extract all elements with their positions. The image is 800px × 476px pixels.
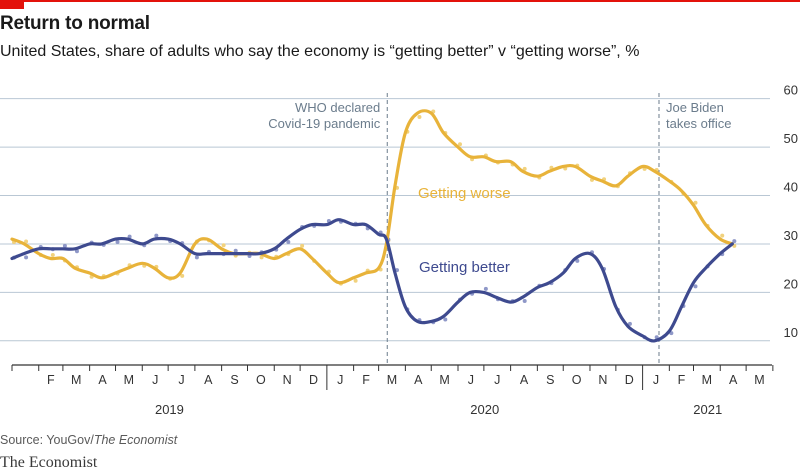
annotation-text: Joe Biden	[666, 100, 724, 115]
chart-subtitle: United States, share of adults who say t…	[0, 43, 640, 60]
x-tick-label: J	[653, 373, 659, 387]
data-point-worse	[693, 200, 698, 205]
series-labels: Getting worse Getting better	[418, 185, 511, 276]
x-tick-label: D	[625, 373, 634, 387]
x-tick-label: A	[204, 373, 213, 387]
x-tick-label: J	[178, 373, 184, 387]
x-tick-label: F	[678, 373, 686, 387]
data-point-worse	[300, 243, 305, 248]
y-tick-label: 20	[784, 276, 798, 291]
y-tick-label: 50	[784, 131, 798, 146]
annotation-text: takes office	[666, 116, 732, 131]
x-tick-label: F	[362, 373, 370, 387]
series-line-worse	[10, 109, 734, 285]
x-tick-label: N	[598, 373, 607, 387]
data-point-better	[483, 286, 488, 291]
x-tick-label: F	[47, 373, 55, 387]
x-tick-label: A	[729, 373, 738, 387]
data-point-better	[522, 298, 527, 303]
x-year-label: 2021	[693, 402, 722, 417]
data-point-worse	[180, 273, 185, 278]
data-point-better	[62, 243, 67, 248]
x-tick-label: J	[494, 373, 500, 387]
data-point-better	[732, 239, 737, 244]
data-point-worse	[457, 142, 462, 147]
data-point-worse	[720, 233, 725, 238]
source-prefix: Source: YouGov/	[0, 433, 94, 447]
series-label-better: Getting better	[419, 259, 510, 276]
data-point-worse	[221, 243, 226, 248]
data-point-better	[115, 239, 120, 244]
series-label-worse: Getting worse	[418, 185, 511, 202]
data-point-better	[575, 258, 580, 263]
x-tick-label: A	[520, 373, 529, 387]
y-tick-label: 60	[784, 83, 798, 98]
source-note: Source: YouGov/The Economist	[0, 433, 177, 447]
data-point-better	[693, 284, 698, 289]
y-tick-label: 40	[784, 180, 798, 195]
x-year-label: 2019	[155, 402, 184, 417]
x-tick-label: D	[309, 373, 318, 387]
data-point-better	[194, 255, 199, 260]
x-tick-label: M	[702, 373, 712, 387]
y-axis-labels: 10 20 30 40 50 60	[784, 83, 798, 340]
data-point-worse	[259, 255, 264, 260]
annotation-text: Covid-19 pandemic	[268, 116, 381, 131]
x-tick-label: S	[230, 373, 238, 387]
chart-title: Return to normal	[0, 13, 150, 34]
x-tick-label: M	[71, 373, 81, 387]
data-point-better	[654, 335, 659, 340]
data-point-worse	[50, 252, 55, 257]
brand-red-tag	[0, 0, 24, 9]
data-point-better	[627, 321, 632, 326]
source-publication: The Economist	[93, 433, 178, 447]
x-axis: F M A M J J A S O N D J F M A M J J A S O N D J F M A M 2019 2020 2021	[11, 364, 774, 417]
y-tick-label: 10	[784, 325, 798, 340]
top-rule	[0, 0, 800, 2]
brand-logo: The Economist	[0, 454, 98, 471]
x-tick-label: J	[468, 373, 474, 387]
x-tick-label: J	[152, 373, 158, 387]
x-tick-label: S	[546, 373, 554, 387]
data-point-worse	[353, 278, 358, 283]
data-point-better	[154, 233, 159, 238]
data-point-better	[443, 317, 448, 322]
data-point-better	[24, 255, 29, 260]
x-tick-label: O	[256, 373, 266, 387]
x-tick-label: M	[124, 373, 134, 387]
data-point-better	[233, 248, 238, 253]
data-point-worse	[522, 166, 527, 171]
data-point-worse	[417, 114, 422, 119]
x-tick-label: A	[98, 373, 107, 387]
gridlines	[0, 98, 770, 342]
data-points	[12, 109, 737, 340]
x-year-label: 2020	[470, 402, 499, 417]
x-tick-label: J	[337, 373, 343, 387]
data-point-worse	[24, 239, 29, 244]
x-tick-label: M	[754, 373, 764, 387]
data-point-better	[286, 239, 291, 244]
series-line-better	[10, 218, 734, 343]
annotation-text: WHO declared	[295, 100, 380, 115]
x-tick-label: M	[387, 373, 397, 387]
x-tick-label: O	[572, 373, 582, 387]
y-tick-label: 30	[784, 228, 798, 243]
series-lines	[10, 109, 734, 343]
x-tick-label: M	[439, 373, 449, 387]
x-tick-label: N	[283, 373, 292, 387]
x-tick-label: A	[414, 373, 423, 387]
